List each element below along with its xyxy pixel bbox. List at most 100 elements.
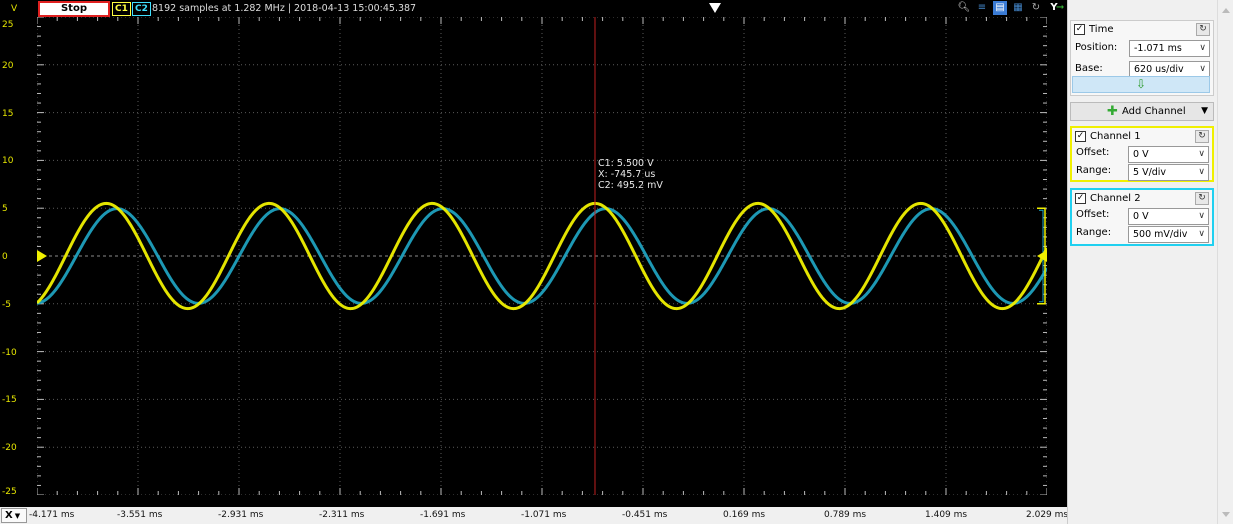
- align-icon[interactable]: ≡: [977, 2, 987, 13]
- arrow-right-icon: ➞: [1056, 2, 1065, 13]
- time-checkbox[interactable]: ✓: [1074, 24, 1085, 35]
- offset-label: Offset:: [1076, 147, 1110, 158]
- y-tick-label: -15: [2, 395, 17, 406]
- x-axis: X ▼ -4.171 ms -3.551 ms -2.931 ms -2.311 ms -…: [0, 507, 1069, 524]
- trace-c1: [37, 201, 1047, 311]
- y-axis-unit: V: [11, 4, 18, 14]
- reset-icon[interactable]: ↻: [1196, 23, 1210, 36]
- y-tick-label: -10: [2, 347, 17, 358]
- chevron-down-icon: ∨: [1199, 64, 1206, 74]
- scroll-down-icon[interactable]: [1222, 512, 1230, 517]
- chevron-down-icon: ▼: [1201, 106, 1208, 116]
- channel1-zero-marker: [37, 250, 47, 262]
- channel2-checkbox[interactable]: ✓: [1075, 193, 1086, 204]
- range-label: Range:: [1076, 227, 1112, 238]
- x-tick-label: -4.171 ms: [29, 510, 75, 520]
- time-position-row: Position: -1.071 ms ∨: [1071, 38, 1213, 59]
- layout-icon[interactable]: ▤: [993, 1, 1007, 15]
- channel2-group: ✓ Channel 2 ↻ Offset: 0 V ∨ Range: 500 mV…: [1070, 188, 1214, 246]
- range-label: Range:: [1076, 165, 1112, 176]
- cursor-readout: C1: 5.500 V: [598, 158, 654, 169]
- chevron-down-icon: ∨: [1198, 229, 1205, 239]
- x-axis-button[interactable]: X ▼: [1, 508, 27, 523]
- x-tick-label: -2.311 ms: [319, 510, 365, 520]
- panel-scrollbar[interactable]: [1217, 0, 1233, 524]
- apply-button[interactable]: ⇩: [1072, 76, 1210, 93]
- base-value: 620 us/div: [1134, 64, 1184, 75]
- add-channel-label: Add Channel: [1122, 106, 1186, 117]
- cursor-readout: X: -745.7 us: [598, 169, 655, 180]
- channel2-offset-value: 0 V: [1133, 211, 1149, 222]
- channel2-toggle[interactable]: C2: [132, 2, 151, 16]
- base-label: Base:: [1075, 63, 1103, 74]
- channel1-header: ✓ Channel 1 ↻: [1072, 128, 1212, 145]
- y-tick-label: 20: [2, 60, 14, 71]
- x-tick-label: -0.451 ms: [622, 510, 668, 520]
- channel1-toggle[interactable]: C1: [112, 2, 131, 16]
- scroll-up-icon[interactable]: [1222, 8, 1230, 13]
- channel1-range-row: Range: 5 V/div ∨: [1072, 163, 1212, 181]
- position-value: -1.071 ms: [1134, 43, 1182, 54]
- y-tick-label: 25: [2, 20, 14, 30]
- channel2-range-select[interactable]: 500 mV/div ∨: [1128, 226, 1209, 243]
- chevron-down-icon: ∨: [1198, 211, 1205, 221]
- time-header: ✓ Time ↻: [1071, 21, 1213, 38]
- x-tick-label: -3.551 ms: [117, 510, 163, 520]
- x-tick-label: 2.029 ms: [1026, 510, 1069, 520]
- add-channel-button[interactable]: ✚ Add Channel ▼: [1070, 102, 1214, 121]
- chevron-down-icon: ∨: [1198, 167, 1205, 177]
- channel1-checkbox[interactable]: ✓: [1075, 131, 1086, 142]
- chevron-down-icon: ▼: [14, 512, 21, 520]
- channel1-range-select[interactable]: 5 V/div ∨: [1128, 164, 1209, 181]
- x-tick-label: -1.071 ms: [521, 510, 567, 520]
- y-tick-label: 5: [2, 204, 8, 215]
- x-tick-label: 0.789 ms: [824, 510, 867, 520]
- channel1-offset-select[interactable]: 0 V ∨: [1128, 146, 1209, 163]
- channel1-zero-marker-right: [1037, 250, 1047, 262]
- scope-plot[interactable]: C1: 5.500 V X: -745.7 us C2: 495.2 mV: [37, 17, 1047, 495]
- channel2-offset-select[interactable]: 0 V ∨: [1128, 208, 1209, 225]
- x-tick-label: 1.409 ms: [925, 510, 968, 520]
- top-toolbar: Stop C1 C2 8192 samples at 1.282 MHz | 2…: [37, 0, 1067, 17]
- offset-label: Offset:: [1076, 209, 1110, 220]
- channel1-title: Channel 1: [1090, 131, 1141, 142]
- x-tick-label: 0.169 ms: [723, 510, 766, 520]
- channel2-range-value: 500 mV/div: [1133, 229, 1188, 240]
- layout-split-icon[interactable]: ▦: [1013, 2, 1023, 13]
- time-base-row: Base: 620 us/div ∨: [1071, 59, 1213, 80]
- trace-c2: [37, 207, 1047, 305]
- position-select[interactable]: -1.071 ms ∨: [1129, 40, 1210, 57]
- y-tick-label: 15: [2, 108, 14, 119]
- zoom-icon[interactable]: 🔍︎: [957, 2, 971, 13]
- chevron-down-icon: ∨: [1198, 149, 1205, 159]
- arrow-down-icon: ⇩: [1135, 77, 1147, 91]
- y-tick-label: -5: [2, 299, 11, 310]
- reset-view-icon[interactable]: ↻: [1031, 2, 1041, 13]
- chevron-down-icon: ∨: [1199, 43, 1206, 53]
- y-tick-label: -25: [2, 487, 17, 497]
- channel2-offset-row: Offset: 0 V ∨: [1072, 207, 1212, 225]
- base-select[interactable]: 620 us/div ∨: [1129, 61, 1210, 78]
- channel2-title: Channel 2: [1090, 193, 1141, 204]
- y-axis-button[interactable]: Y: [1050, 2, 1058, 13]
- channel1-offset-row: Offset: 0 V ∨: [1072, 145, 1212, 163]
- channel2-header: ✓ Channel 2 ↻: [1072, 190, 1212, 207]
- channel2-range-row: Range: 500 mV/div ∨: [1072, 225, 1212, 243]
- y-axis: V 25 20 15 10 5 0 -5 -10 -15 -20 -25: [0, 0, 37, 507]
- y-tick-label: 0: [2, 252, 8, 262]
- x-axis-button-label: X: [5, 510, 13, 521]
- x-tick-label: -1.691 ms: [420, 510, 466, 520]
- channel1-offset-value: 0 V: [1133, 149, 1149, 160]
- stop-button[interactable]: Stop: [38, 1, 110, 17]
- x-tick-label: -2.931 ms: [218, 510, 264, 520]
- y-tick-label: 10: [2, 156, 14, 167]
- cursor-readout: C2: 495.2 mV: [598, 180, 663, 191]
- y-tick-label: -20: [2, 443, 17, 454]
- reset-icon[interactable]: ↻: [1195, 192, 1209, 205]
- reset-icon[interactable]: ↻: [1195, 130, 1209, 143]
- settings-panel: ➞ ✓ Time ↻ Position: -1.071 ms ∨ Base: 62…: [1056, 0, 1217, 524]
- trigger-position-marker[interactable]: [709, 3, 721, 13]
- position-label: Position:: [1075, 42, 1118, 53]
- channel1-group: ✓ Channel 1 ↻ Offset: 0 V ∨ Range: 5 V/di…: [1070, 126, 1214, 182]
